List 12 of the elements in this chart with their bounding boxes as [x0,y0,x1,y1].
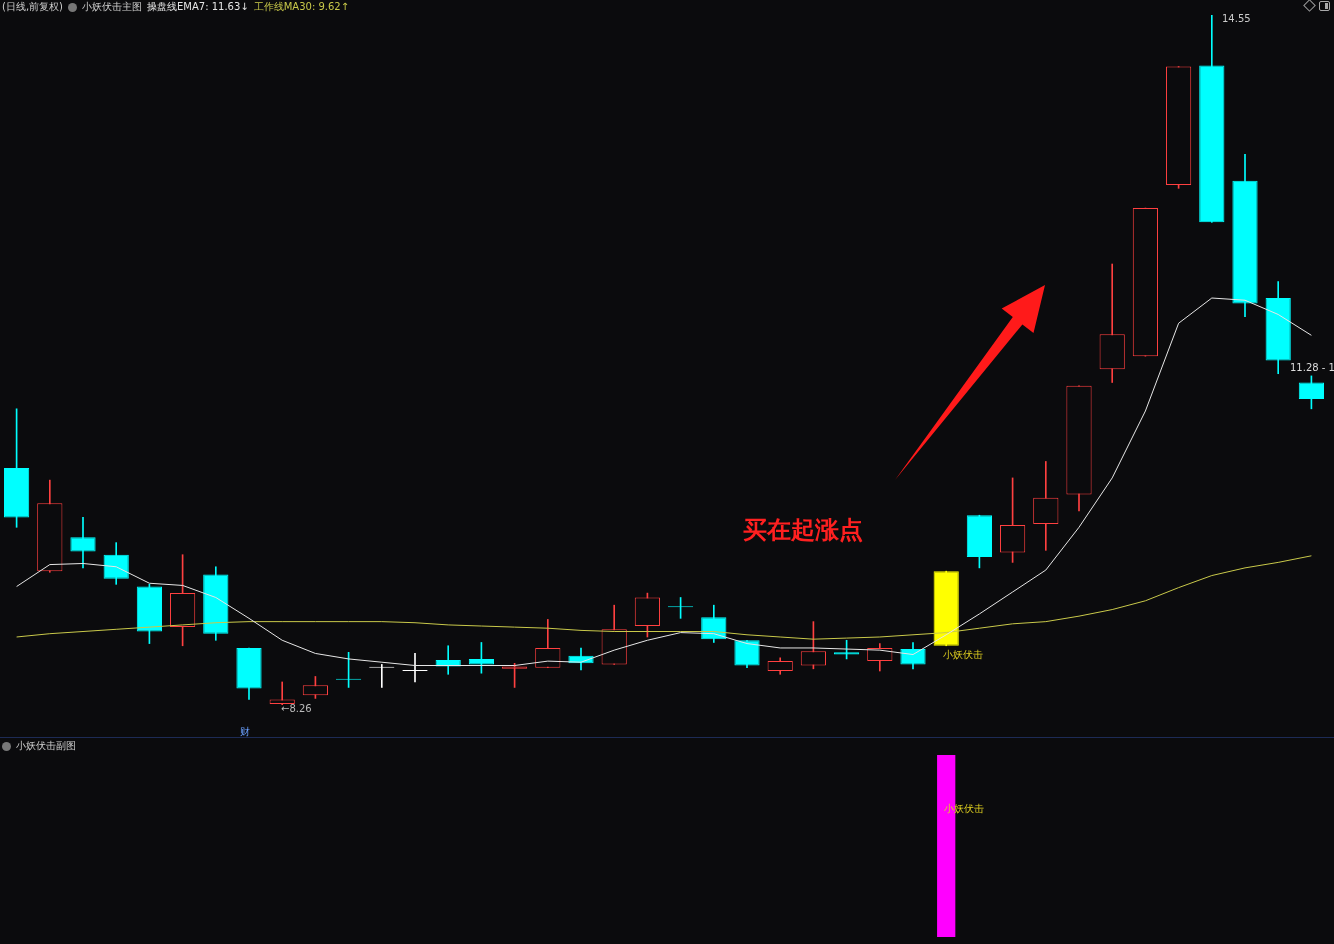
annotation: 11.28 - 1 [1290,361,1334,373]
text: 工作线MA30: 9.62↑ [253,0,350,14]
candlestick [402,653,428,683]
text: 财 [240,725,250,737]
chart-title: 小妖伏击副图 [16,739,76,753]
annotation: 14.55 [1222,12,1251,24]
text: 操盘线EMA7: 11.63↓ [146,0,249,14]
annotation: ←8.26 [281,702,312,714]
chart-title: (日线,前复权) [2,0,63,14]
annotation: 小妖伏击 [943,648,983,660]
annotation: 买在起涨点 [743,516,863,545]
chart-subtitle: 小妖伏击主图 [81,0,142,14]
